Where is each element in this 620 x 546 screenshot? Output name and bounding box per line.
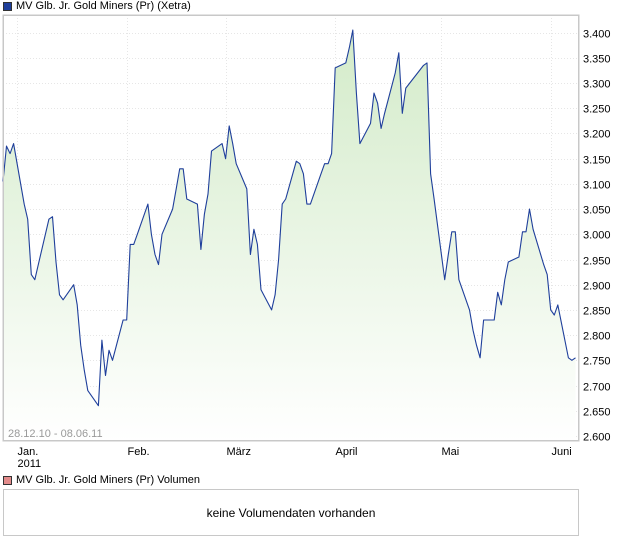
x-tick-label: Mai <box>442 446 460 458</box>
y-tick-label: 2.950 <box>583 256 611 268</box>
volume-panel: keine Volumendaten vorhanden <box>3 489 579 536</box>
volume-legend-swatch <box>3 475 12 485</box>
price-line <box>2 29 576 407</box>
x-tick-label: Juni <box>552 446 572 458</box>
x-tick-label: Jan. <box>18 446 39 458</box>
x-tick-label: März <box>227 446 251 458</box>
y-tick-label: 3.350 <box>583 54 611 66</box>
y-tick-label: 3.050 <box>583 205 611 217</box>
volume-legend: MV Glb. Jr. Gold Miners (Pr) Volumen <box>3 474 200 486</box>
y-tick-label: 2.800 <box>583 331 611 343</box>
price-legend: MV Glb. Jr. Gold Miners (Pr) (Xetra) <box>3 0 191 12</box>
price-chart: 2.600 2.650 2.700 2.750 2.800 2.850 2.900 2.950… <box>2 14 611 470</box>
no-volume-message: keine Volumendaten vorhanden <box>206 505 376 520</box>
volume-legend-label: MV Glb. Jr. Gold Miners (Pr) Volumen <box>16 474 200 486</box>
x-tick-label: April <box>336 446 358 458</box>
y-tick-label: 3.400 <box>583 29 611 41</box>
y-tick-label: 2.600 <box>583 432 611 444</box>
y-tick-label: 3.100 <box>583 180 611 192</box>
price-area <box>3 30 576 441</box>
y-tick-label: 3.150 <box>583 155 611 167</box>
y-tick-label: 2.850 <box>583 306 611 318</box>
plot-border <box>3 15 579 441</box>
x-tick-sublabel: 2011 <box>18 458 42 470</box>
y-tick-label: 3.200 <box>583 129 611 141</box>
y-tick-label: 3.000 <box>583 230 611 242</box>
y-tick-label: 2.650 <box>583 407 611 419</box>
y-tick-label: 3.250 <box>583 104 611 116</box>
date-range-label: 28.12.10 - 08.06.11 <box>8 428 103 440</box>
price-legend-swatch <box>3 1 12 11</box>
y-tick-label: 2.900 <box>583 281 611 293</box>
x-tick-label: Feb. <box>128 446 150 458</box>
y-tick-label: 2.700 <box>583 382 611 394</box>
price-legend-label: MV Glb. Jr. Gold Miners (Pr) (Xetra) <box>16 0 191 12</box>
y-tick-label: 3.300 <box>583 79 611 91</box>
y-tick-label: 2.750 <box>583 356 611 368</box>
